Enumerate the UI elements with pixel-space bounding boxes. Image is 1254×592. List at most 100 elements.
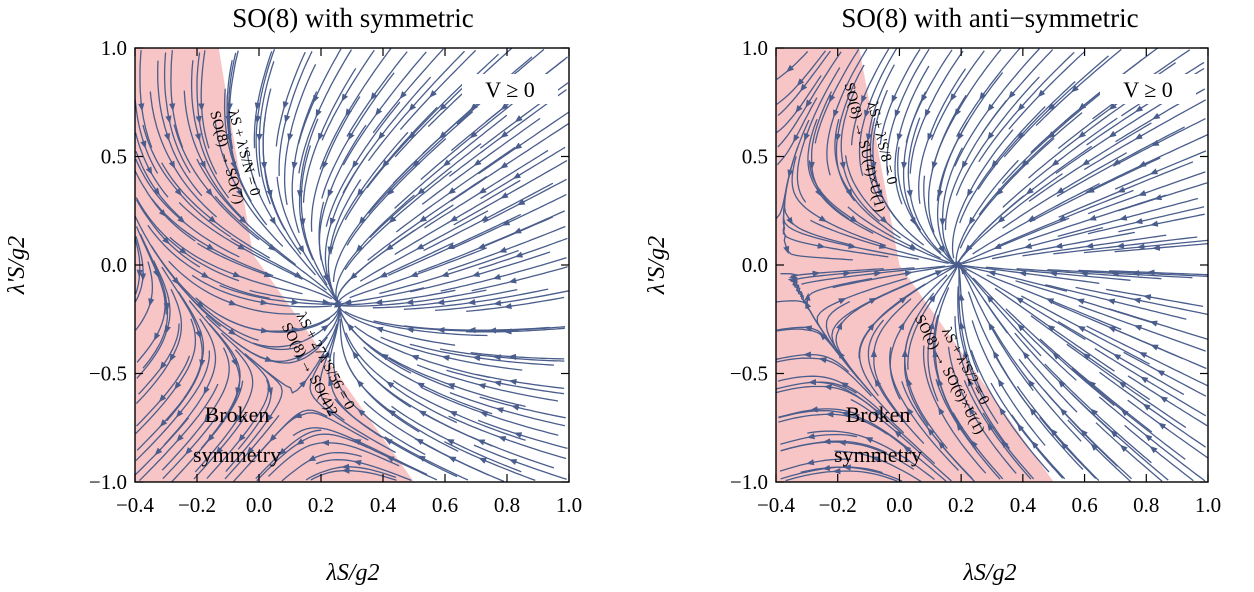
stream-arrow (375, 107, 383, 116)
stream-arrow (169, 353, 177, 362)
y-axis-label: λ'S/g2 (644, 236, 670, 295)
stream-arrow (499, 161, 509, 169)
stream-arrow (138, 102, 145, 112)
streamline (907, 117, 942, 254)
stream-arrow (228, 328, 237, 336)
stream-arrow (1119, 214, 1128, 221)
stream-arrow (442, 159, 451, 167)
stream-arrow (1090, 408, 1099, 417)
stream-arrow (987, 103, 995, 112)
stream-arrow (1107, 326, 1117, 333)
streamline (1127, 399, 1209, 459)
y-tick-label: −1.0 (730, 470, 768, 494)
x-tick-label: −0.2 (819, 493, 857, 517)
streamline (954, 217, 1070, 268)
stream-arrow (927, 132, 934, 142)
stream-arrow (795, 104, 803, 114)
stream-arrow (410, 354, 420, 361)
stream-arrow (299, 217, 306, 227)
stream-arrow (140, 139, 147, 149)
streamline (315, 459, 412, 482)
positivity-label: V ≥ 0 (1123, 77, 1173, 102)
stream-arrow (934, 270, 944, 277)
stream-arrow (347, 132, 355, 141)
stream-arrow (787, 168, 794, 178)
stream-arrow (358, 216, 367, 225)
stream-arrow (960, 266, 968, 275)
stream-arrow (293, 412, 303, 419)
streamline (483, 210, 565, 247)
stream-arrow (508, 378, 518, 386)
streamline (1114, 150, 1207, 190)
stream-arrow (330, 217, 336, 226)
stream-arrow (1107, 298, 1117, 305)
stream-arrow (1029, 407, 1037, 416)
stream-arrow (169, 102, 176, 112)
stream-arrow (1045, 298, 1055, 305)
streamline (342, 51, 427, 166)
stream-arrow (225, 132, 232, 142)
stream-arrow (819, 332, 828, 341)
streamline (170, 50, 184, 148)
streamline (395, 146, 516, 233)
chart-title: SO(8) with symmetric (232, 3, 473, 33)
stream-arrow (1117, 186, 1126, 193)
streamline (372, 48, 444, 134)
streamline (776, 353, 850, 373)
stream-arrow (815, 188, 822, 197)
x-tick-label: −0.2 (178, 493, 216, 517)
stream-arrow (894, 108, 901, 118)
stream-arrow (328, 377, 335, 387)
stream-arrow (833, 109, 839, 118)
stream-arrow (964, 244, 973, 253)
stream-arrow (511, 404, 521, 411)
stream-arrow (1088, 380, 1097, 389)
stream-arrow (1134, 133, 1143, 140)
stream-arrow (290, 298, 300, 306)
stream-arrow (874, 378, 882, 387)
stream-arrow (786, 216, 794, 226)
stream-arrow (1017, 423, 1025, 432)
stream-arrow (1057, 214, 1067, 221)
stream-arrow (1077, 325, 1086, 333)
stream-arrow (1037, 89, 1046, 98)
stream-arrow (1090, 443, 1099, 451)
stream-arrow (152, 187, 160, 196)
stream-arrow (906, 407, 914, 416)
stream-arrow (416, 382, 425, 389)
stream-arrow (987, 131, 995, 140)
stream-arrow (228, 299, 237, 306)
stream-arrow (165, 114, 172, 124)
streamline (298, 118, 319, 261)
stream-arrow (164, 324, 171, 334)
stream-arrow (408, 103, 417, 112)
stream-arrow (1085, 242, 1095, 249)
stream-arrow (1031, 440, 1039, 449)
streamline (1083, 99, 1207, 171)
stream-arrow (514, 251, 524, 258)
stream-arrow (828, 94, 836, 103)
stream-arrow (908, 243, 918, 250)
stream-arrow (154, 447, 163, 456)
stream-arrow (811, 270, 821, 277)
stream-arrow (818, 215, 827, 223)
streamline (1124, 424, 1194, 482)
positivity-label-bg (1100, 74, 1196, 104)
streamline (255, 48, 276, 177)
stream-arrow (967, 378, 974, 387)
stream-arrow (299, 379, 307, 388)
streamline (935, 379, 1001, 480)
stream-arrow (195, 329, 202, 339)
stream-arrow (1108, 130, 1117, 138)
stream-arrow (1047, 103, 1056, 111)
x-tick-label: 0.6 (432, 493, 458, 517)
stream-arrow (196, 300, 205, 309)
streamline (1055, 93, 1178, 175)
region-label-line1: Broken (846, 402, 911, 427)
stream-arrow (159, 361, 167, 370)
stream-arrow (1056, 187, 1065, 194)
stream-arrow (1049, 270, 1059, 277)
stream-arrow (385, 243, 394, 251)
x-tick-label: 0.8 (1133, 493, 1159, 517)
stream-arrow (1050, 428, 1058, 437)
